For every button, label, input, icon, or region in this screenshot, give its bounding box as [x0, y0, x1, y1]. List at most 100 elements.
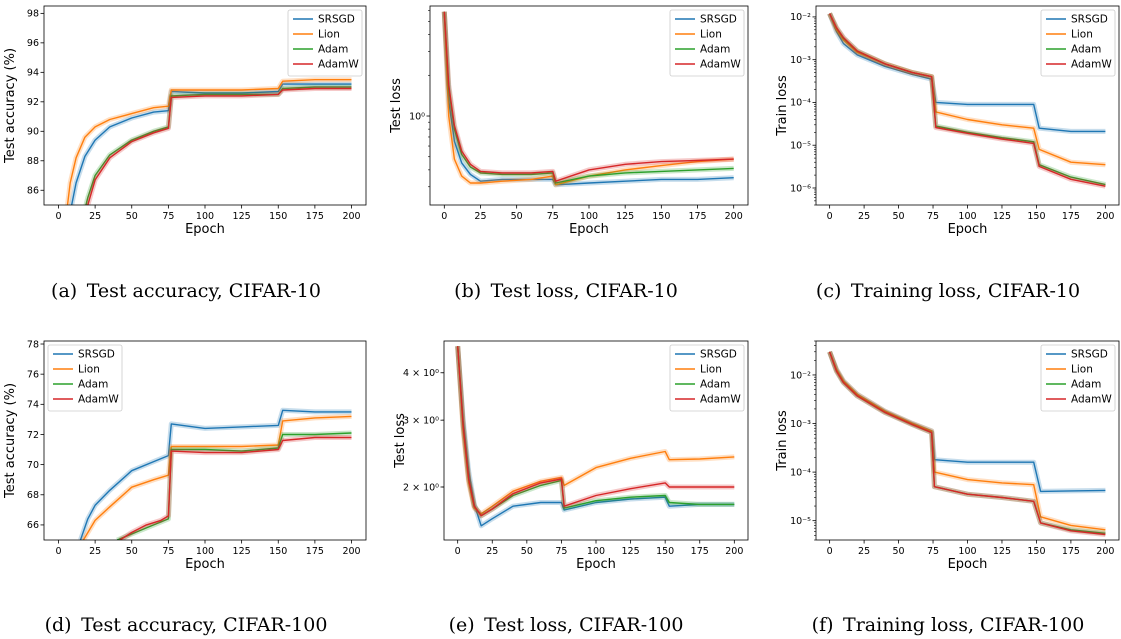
- caption-5: (e) Test loss, CIFAR-100: [449, 614, 684, 636]
- x-tick-label: 125: [993, 546, 1011, 557]
- y-tick-label: 3 × 10⁰: [403, 415, 439, 426]
- y-tick-label: 98: [27, 9, 39, 20]
- x-tick-label: 200: [342, 546, 360, 557]
- caption-text: Test accuracy, CIFAR-10: [87, 280, 321, 302]
- y-tick-label: 66: [27, 520, 39, 531]
- x-tick-label: 75: [162, 546, 174, 557]
- x-tick-label: 50: [126, 546, 138, 557]
- y-tick-label: 10⁻³: [790, 55, 811, 66]
- legend-box: [1040, 344, 1116, 412]
- caption-text: Training loss, CIFAR-100: [843, 614, 1084, 636]
- x-tick-label: 150: [1027, 211, 1045, 222]
- y-tick-label: 10⁻³: [790, 419, 811, 430]
- caption-text: Test loss, CIFAR-10: [491, 280, 678, 302]
- y-tick-label: 68: [27, 490, 39, 501]
- y-tick-label: 88: [27, 156, 39, 167]
- series-line-lion: [66, 79, 352, 205]
- x-tick-label: 100: [958, 546, 976, 557]
- legend-box: [1040, 9, 1116, 77]
- legend-label: SRSGD: [78, 349, 115, 361]
- series-group: [441, 11, 734, 188]
- x-tick-label: 200: [725, 546, 743, 557]
- series-line-adamw: [457, 346, 735, 517]
- legend-label: SRSGD: [1071, 349, 1108, 361]
- caption-text: Test accuracy, CIFAR-100: [81, 614, 327, 636]
- legend-box: [47, 344, 123, 412]
- x-tick-label: 100: [196, 211, 214, 222]
- x-axis-label: Epoch: [948, 557, 988, 572]
- y-tick-label: 4 × 10⁰: [403, 368, 439, 379]
- x-tick-label: 125: [622, 546, 640, 557]
- y-axis-label: Train loss: [775, 410, 790, 472]
- legend-label: Lion: [1071, 364, 1093, 376]
- caption-text: Training loss, CIFAR-10: [851, 280, 1080, 302]
- caption-3: (c) Training loss, CIFAR-10: [816, 280, 1080, 302]
- chart-6: 0 25 50 75 100 125 150 175 200 10⁻⁵ 10⁻⁴ 10⁻³ 10⁻² Ep…: [775, 340, 1120, 636]
- x-tick-label: 50: [511, 211, 523, 222]
- y-axis-label: Test loss: [389, 78, 404, 134]
- x-tick-label: 0: [55, 546, 61, 557]
- x-tick-label: 0: [827, 211, 833, 222]
- x-tick-label: 125: [993, 211, 1011, 222]
- x-axis-label: Epoch: [948, 222, 988, 237]
- series-line-adam: [116, 432, 352, 540]
- caption-tag: (d): [45, 614, 82, 636]
- legend-label: AdamW: [318, 59, 359, 71]
- y-tick-label: 76: [27, 369, 39, 380]
- x-tick-label: 100: [196, 546, 214, 557]
- legend-label: SRSGD: [1071, 14, 1108, 26]
- series-group: [827, 12, 1106, 189]
- series-band-srsgd: [69, 81, 352, 205]
- legend-label: AdamW: [78, 394, 119, 406]
- legend-label: Lion: [700, 364, 722, 376]
- y-tick-label: 72: [27, 430, 39, 441]
- series-line-adamw: [828, 13, 1106, 187]
- series-band-srsgd: [78, 407, 352, 540]
- legend-label: AdamW: [700, 59, 741, 71]
- caption-tag: (c): [816, 280, 851, 302]
- x-tick-label: 0: [55, 211, 61, 222]
- y-tick-label: 90: [27, 127, 39, 138]
- x-tick-label: 175: [1062, 211, 1080, 222]
- x-tick-label: 25: [486, 546, 498, 557]
- x-tick-label: 75: [555, 546, 567, 557]
- x-tick-label: 0: [441, 211, 447, 222]
- x-tick-label: 125: [616, 211, 634, 222]
- chart-3: 0 25 50 75 100 125 150 175 200 10⁻⁶ 10⁻⁵ 10⁻⁴ 10⁻³ 10…: [775, 5, 1120, 302]
- y-tick-label: 10⁻⁵: [790, 141, 811, 152]
- x-tick-label: 25: [858, 546, 870, 557]
- series-line-adamw: [87, 87, 352, 205]
- x-tick-label: 75: [547, 211, 559, 222]
- x-tick-label: 50: [893, 546, 905, 557]
- caption-2: (b) Test loss, CIFAR-10: [454, 280, 678, 302]
- series-group: [827, 350, 1106, 537]
- series-band-lion: [64, 77, 352, 205]
- plot-frame: [43, 5, 367, 206]
- legend-label: SRSGD: [318, 14, 355, 26]
- caption-tag: (b): [454, 280, 491, 302]
- x-axis-label: Epoch: [569, 222, 609, 237]
- y-tick-label: 10⁻⁴: [790, 467, 811, 478]
- legend-label: Adam: [1071, 44, 1101, 56]
- chart-5: 0 25 50 75 100 125 150 175 200 2 × 10⁰ 3 × 10⁰ 4 × …: [393, 340, 749, 636]
- x-tick-label: 200: [1096, 546, 1114, 557]
- x-axis-label: Epoch: [185, 557, 225, 572]
- y-tick-label: 96: [27, 38, 39, 49]
- series-line-adamw: [119, 436, 352, 540]
- x-tick-label: 125: [233, 546, 251, 557]
- x-tick-label: 150: [656, 546, 674, 557]
- x-axis-label: Epoch: [576, 557, 616, 572]
- caption-tag: (e): [449, 614, 485, 636]
- x-tick-label: 175: [306, 211, 324, 222]
- legend-label: SRSGD: [700, 14, 737, 26]
- chart-1: 0 25 50 75 100 125 150 175 200 86 88 90 92 94 96 98 Epoc…: [3, 5, 367, 302]
- caption-tag: (a): [51, 280, 87, 302]
- legend-label: Lion: [1071, 29, 1093, 41]
- x-tick-label: 50: [893, 211, 905, 222]
- y-tick-label: 10⁰: [409, 111, 425, 122]
- legend-label: Adam: [78, 379, 108, 391]
- y-tick-label: 86: [27, 186, 39, 197]
- legend-box: [669, 9, 745, 77]
- x-tick-label: 25: [89, 546, 101, 557]
